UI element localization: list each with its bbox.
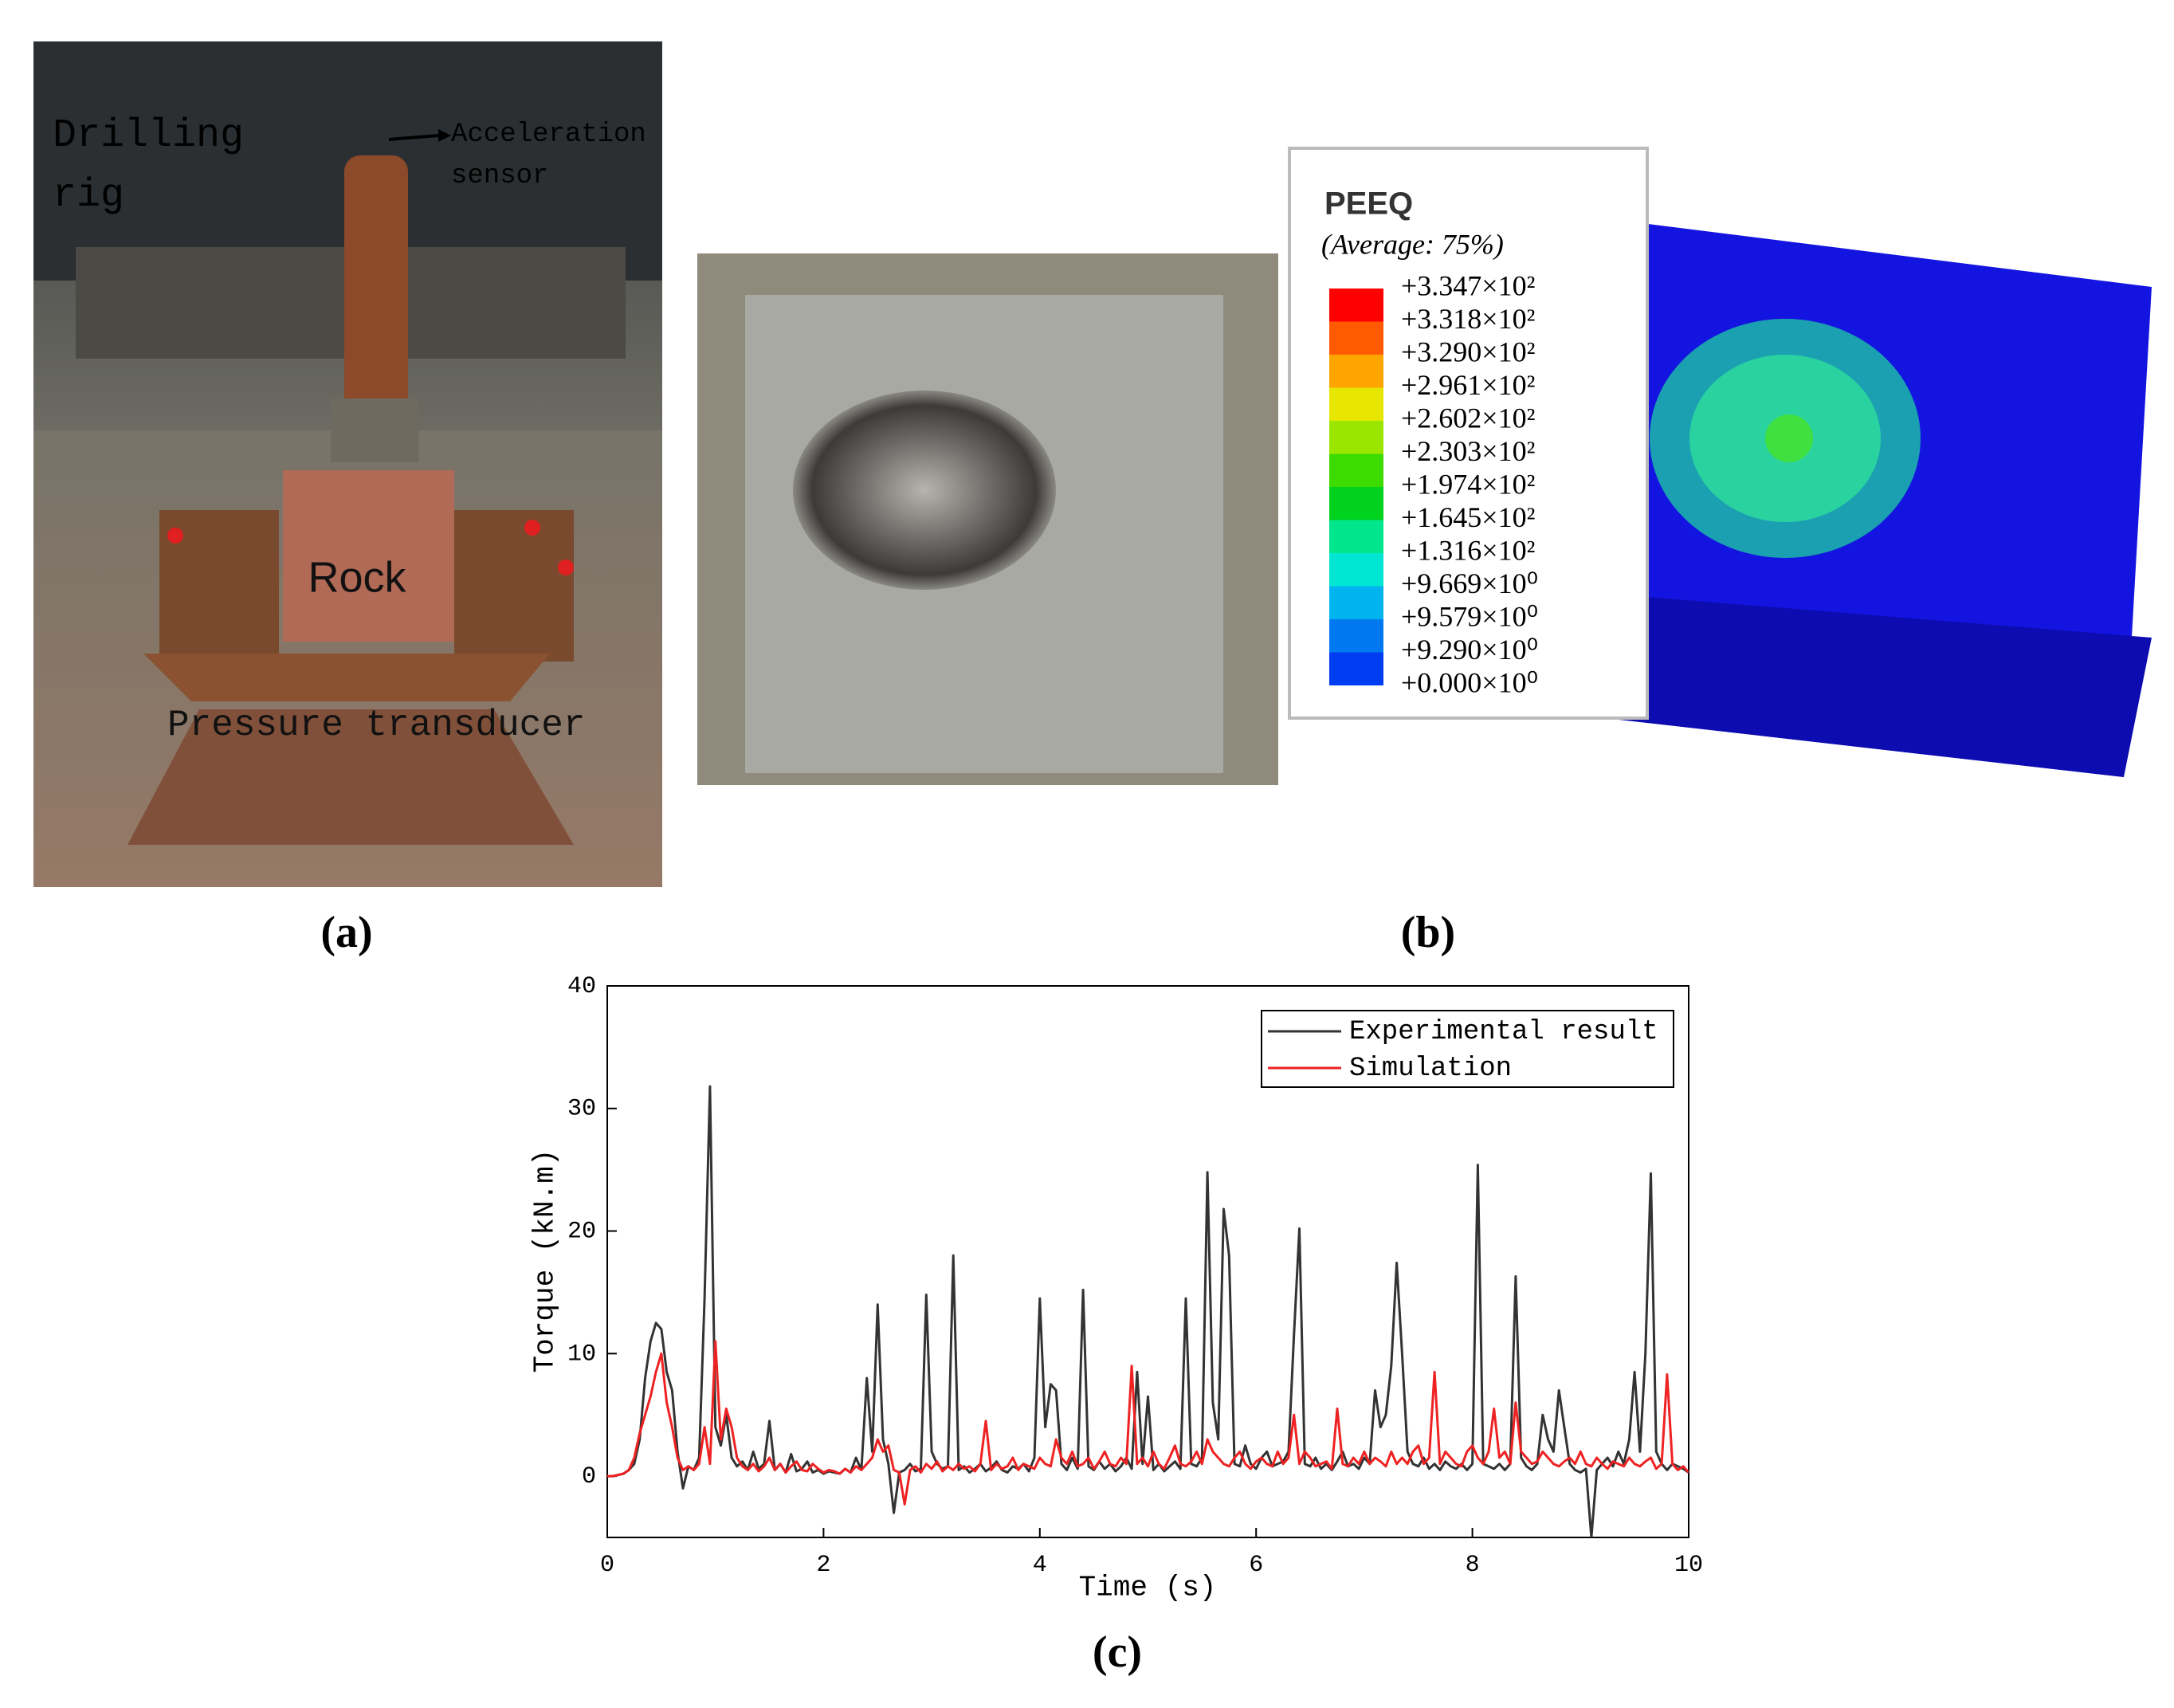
legend-label: +3.318×10² — [1401, 303, 1535, 335]
legend-label: +1.645×10² — [1401, 501, 1535, 533]
legend-swatch — [1329, 487, 1383, 520]
legend-swatch — [1329, 520, 1383, 553]
y-tick-label: 10 — [567, 1341, 596, 1368]
legend-label: +9.579×10⁰ — [1401, 600, 1538, 632]
x-tick-label: 8 — [1466, 1552, 1480, 1579]
label-pressure: Pressure transducer — [167, 705, 586, 746]
caption-a: (a) — [320, 908, 372, 957]
peeq-legend: +3.347×10²+3.318×10²+3.290×10²+2.961×10²… — [1329, 269, 1538, 698]
legend-label: +3.347×10² — [1401, 269, 1535, 301]
x-tick-label: 2 — [816, 1552, 830, 1579]
label-rig: rig — [53, 173, 124, 218]
legend-title: PEEQ — [1324, 187, 1413, 222]
caption-b: (b) — [1401, 908, 1455, 957]
photo-b — [697, 253, 1278, 785]
legend-swatch — [1329, 387, 1383, 421]
legend-label: +9.669×10⁰ — [1401, 567, 1538, 599]
legend-swatch — [1329, 652, 1383, 685]
contour-plot: PEEQ (Average: 75%) +3.347×10²+3.318×10²… — [1288, 147, 2152, 777]
caption-c: (c) — [1093, 1628, 1142, 1677]
legend-label: Simulation — [1349, 1054, 1512, 1084]
label-drilling: Drilling — [53, 113, 244, 159]
legend-label: Experimental result — [1349, 1017, 1658, 1047]
series-line — [607, 1340, 1689, 1506]
legend-label: +0.000×10⁰ — [1401, 666, 1538, 698]
series-line — [607, 1085, 1689, 1537]
y-tick-label: 20 — [567, 1218, 596, 1245]
x-tick-label: 6 — [1249, 1552, 1263, 1579]
y-tick-label: 0 — [582, 1463, 596, 1490]
legend-swatch — [1329, 289, 1383, 322]
x-axis-label: Time (s) — [1079, 1572, 1217, 1604]
legend-label: +3.290×10² — [1401, 336, 1535, 367]
x-tick-label: 4 — [1033, 1552, 1047, 1579]
photo-a: Drilling rig Acceleration sensor Rock Pr… — [33, 41, 662, 887]
legend-box — [1261, 1010, 1674, 1088]
legend-swatch — [1329, 553, 1383, 587]
legend-swatch — [1329, 586, 1383, 619]
legend-label: +2.303×10² — [1401, 435, 1535, 467]
label-acceleration: Acceleration — [451, 120, 646, 150]
legend-swatch — [1329, 355, 1383, 388]
y-axis-label: Torque (kN.m) — [529, 1149, 562, 1373]
chart: Time (s) Torque (kN.m) 0 10 20 30 40 0 2 4 6 8 10 E… — [529, 973, 1703, 1604]
legend-label: +1.316×10² — [1401, 534, 1535, 566]
x-tick-label: 0 — [600, 1552, 614, 1579]
legend-swatch — [1329, 421, 1383, 454]
legend-label: +2.961×10² — [1401, 369, 1535, 401]
legend-subtitle: (Average: 75%) — [1321, 228, 1504, 260]
legend-label: +9.290×10⁰ — [1401, 634, 1538, 666]
x-tick-label: 10 — [1674, 1552, 1703, 1579]
y-tick-label: 30 — [567, 1096, 596, 1123]
legend-label: +1.974×10² — [1401, 468, 1535, 500]
legend-label: +2.602×10² — [1401, 402, 1535, 434]
legend-swatch — [1329, 619, 1383, 653]
legend-swatch — [1329, 321, 1383, 355]
y-tick-label: 40 — [567, 973, 596, 1000]
legend-swatch — [1329, 454, 1383, 487]
label-sensor: sensor — [451, 161, 548, 191]
label-rock: Rock — [308, 553, 406, 601]
